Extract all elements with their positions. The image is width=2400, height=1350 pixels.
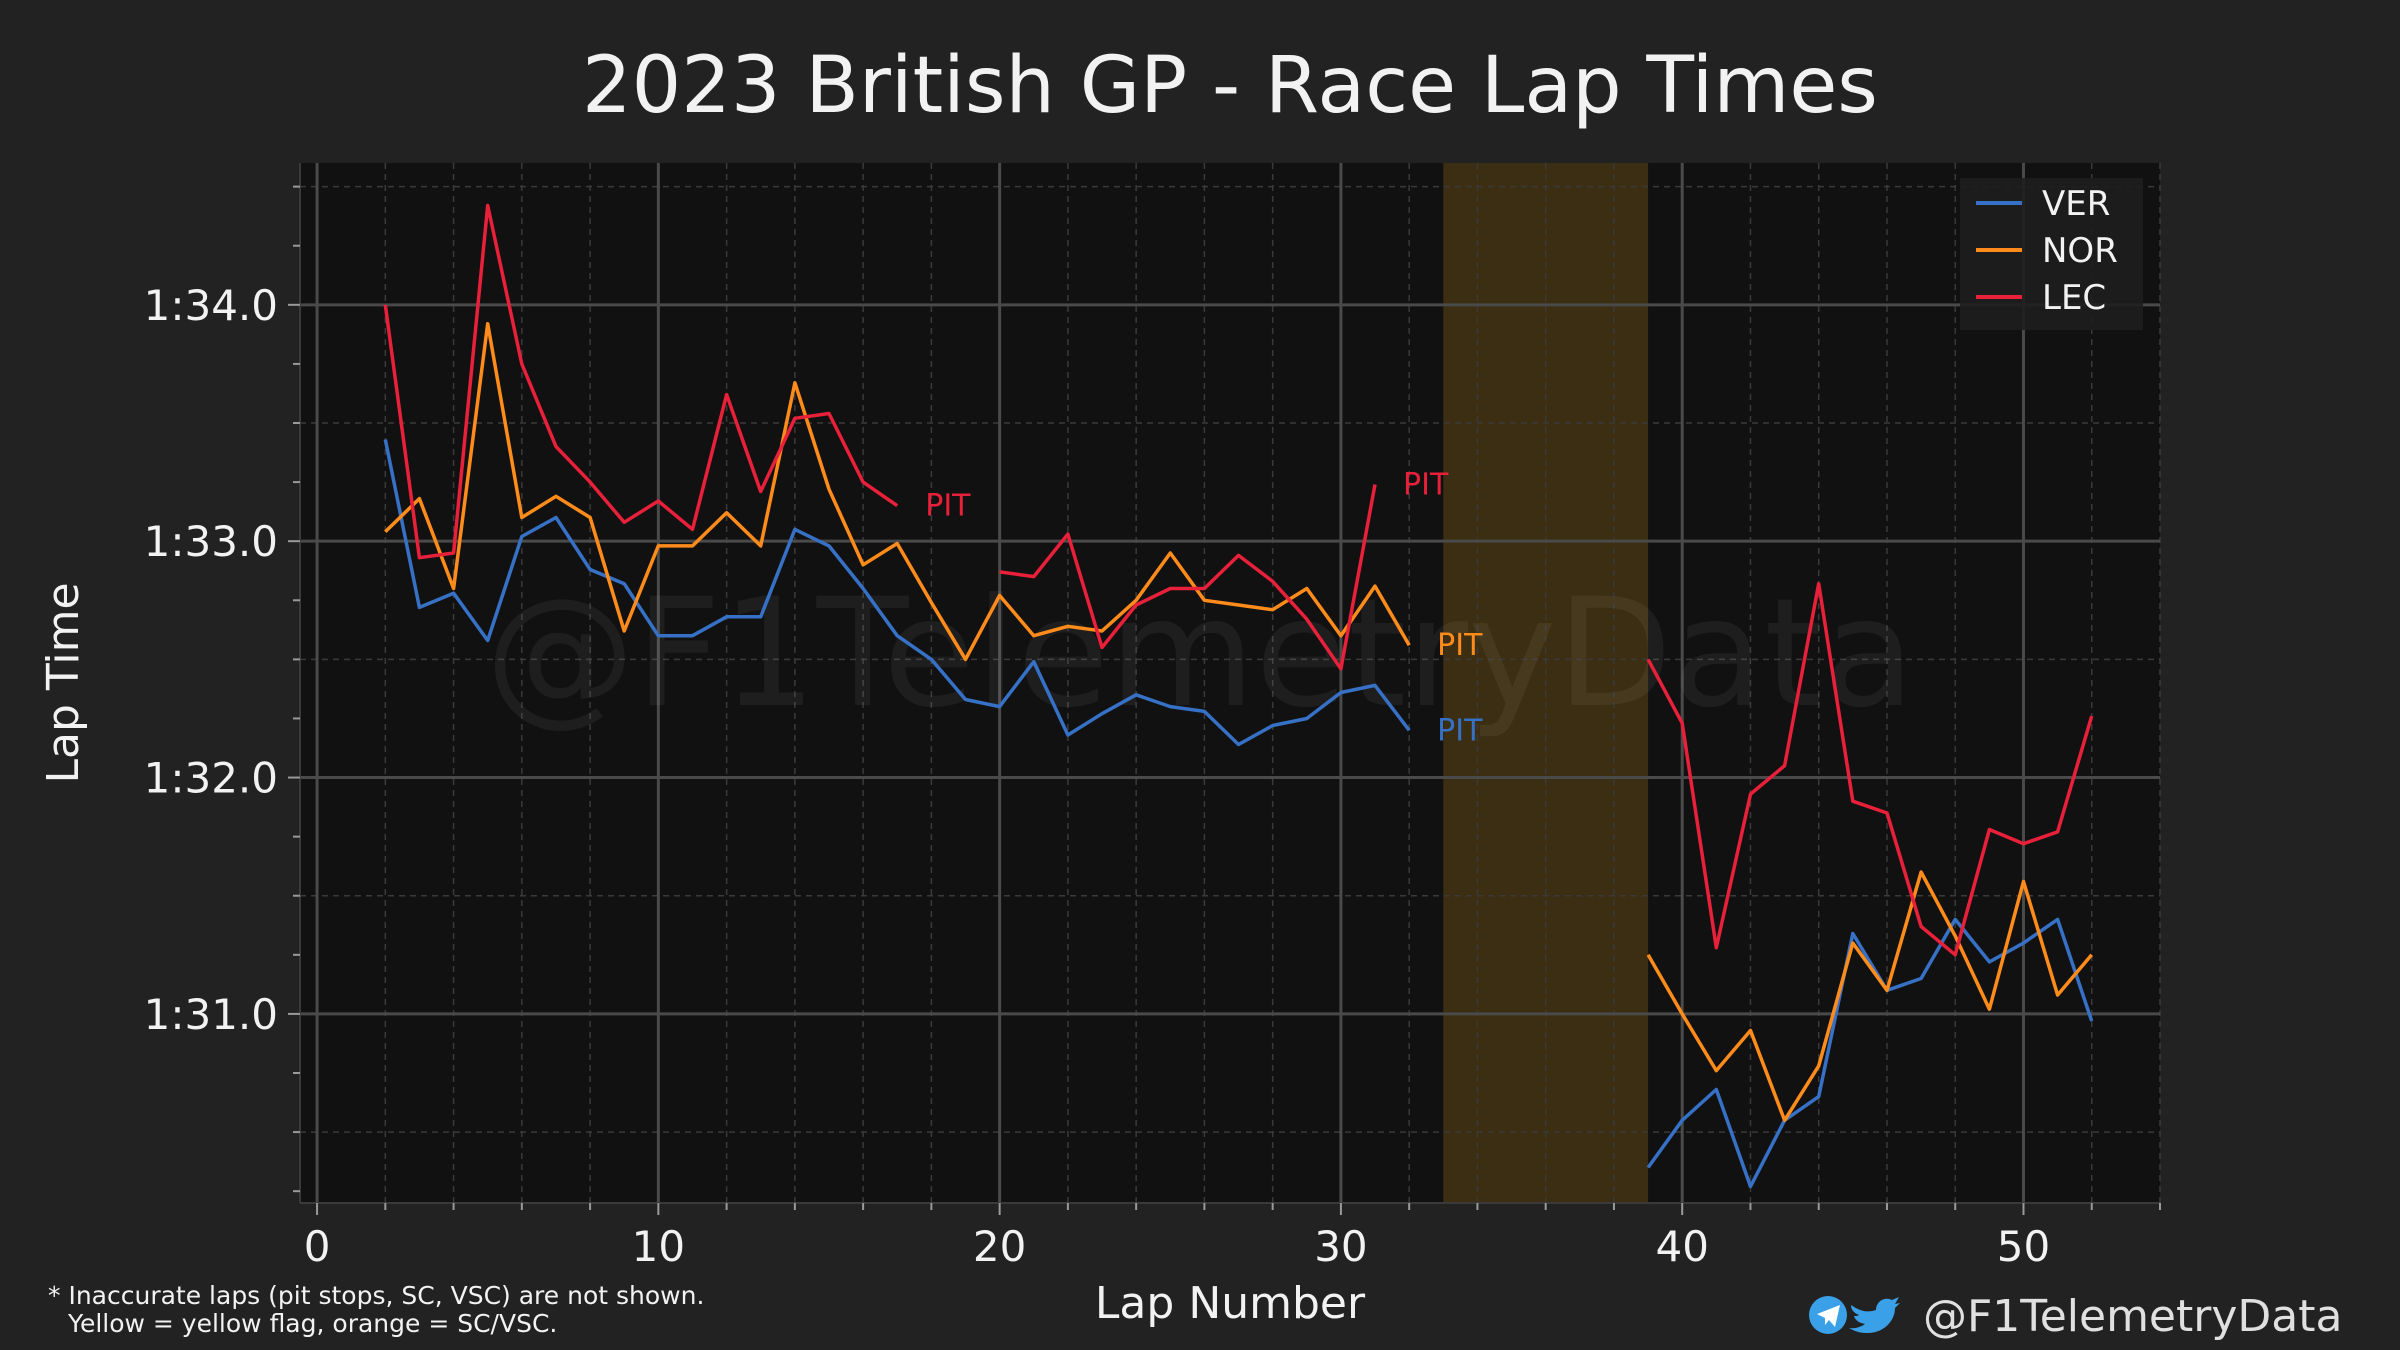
x-tick-label: 20 [973, 1222, 1026, 1271]
series-line-lec-stint-3 [1646, 581, 2094, 957]
pit-label-nor: PIT [1437, 628, 1483, 663]
x-axis-label: Lap Number [1095, 1278, 1366, 1329]
x-tick-label: 10 [632, 1222, 685, 1271]
legend-label-lec: LEC [2042, 278, 2106, 318]
pit-label-ver: PIT [1437, 713, 1483, 748]
plot-area [300, 163, 2160, 1203]
x-tick-label: 40 [1655, 1222, 1708, 1271]
y-axis-label: Lap Time [38, 582, 89, 783]
telegram-icon [1809, 1296, 1847, 1334]
x-tick-label: 0 [304, 1222, 331, 1271]
y-tick-label: 1:34.0 [144, 281, 278, 330]
legend-label-ver: VER [2042, 184, 2110, 224]
footnote: * Inaccurate laps (pit stops, SC, VSC) a… [48, 1281, 704, 1338]
series-line-lec-stint-1 [383, 203, 899, 560]
series-line-nor-stint-2 [1646, 870, 2094, 1123]
series-line-ver-stint-1 [383, 439, 1411, 747]
footnote-line-2: Yellow = yellow flag, orange = SC/VSC. [67, 1309, 557, 1338]
chart-title: 2023 British GP - Race Lap Times [582, 41, 1878, 131]
branding: @F1TelemetryData [1809, 1291, 2342, 1342]
y-tick-label: 1:31.0 [144, 990, 278, 1039]
series-line-lec-stint-2 [999, 484, 1377, 671]
x-tick-label: 50 [1997, 1222, 2050, 1271]
legend: VER NOR LEC [1960, 178, 2143, 330]
twitter-icon [1849, 1297, 1900, 1334]
branding-handle: @F1TelemetryData [1923, 1291, 2342, 1342]
pit-label-lec: PIT [925, 489, 971, 524]
footnote-line-1: * Inaccurate laps (pit stops, SC, VSC) a… [48, 1281, 704, 1310]
series-line-nor-stint-1 [384, 321, 1411, 662]
y-tick-label: 1:33.0 [144, 517, 278, 566]
pit-label-lec: PIT [1403, 467, 1449, 502]
series-line-ver-stint-2 [1646, 917, 2094, 1189]
legend-label-nor: NOR [2042, 231, 2118, 271]
y-tick-label: 1:32.0 [144, 754, 278, 803]
x-tick-label: 30 [1314, 1222, 1367, 1271]
